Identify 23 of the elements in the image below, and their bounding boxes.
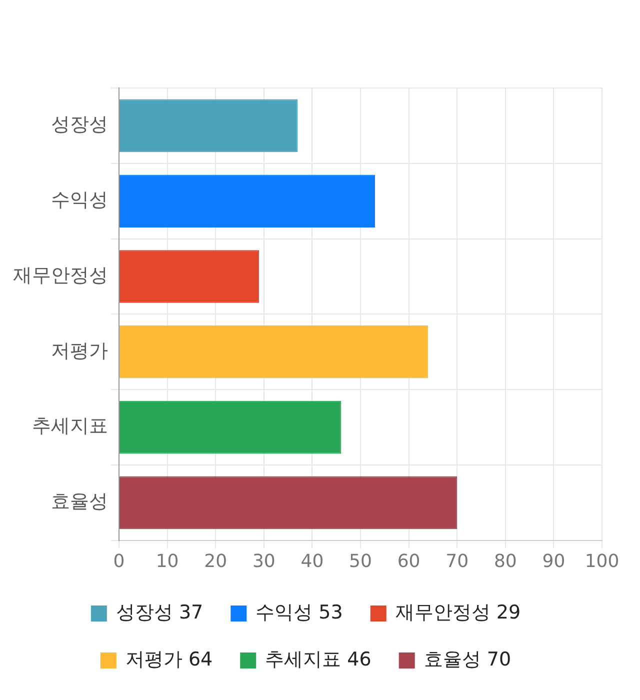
x-tick-label: 0 <box>113 550 125 572</box>
legend-label: 재무안정성 29 <box>395 601 521 624</box>
legend-label: 저평가 64 <box>125 648 213 670</box>
legend-label: 효율성 70 <box>424 648 512 670</box>
x-tick-label: 30 <box>252 550 276 572</box>
y-tick-label: 저평가 <box>51 340 108 362</box>
y-tick-label: 재무안정성 <box>13 264 108 286</box>
x-tick-label: 50 <box>349 550 372 572</box>
y-tick-label: 성장성 <box>51 114 108 136</box>
y-tick-label: 수익성 <box>51 189 108 212</box>
x-tick-label: 70 <box>446 550 469 572</box>
legend-label: 추세지표 46 <box>265 648 372 670</box>
y-tick-label: 효율성 <box>51 490 108 513</box>
x-tick-label: 100 <box>584 550 620 572</box>
legend-label: 수익성 53 <box>256 601 343 624</box>
x-tick-label: 10 <box>156 550 179 572</box>
x-tick-label: 90 <box>542 550 566 572</box>
x-tick-label: 40 <box>300 550 324 572</box>
legend-label: 성장성 37 <box>116 601 204 624</box>
x-tick-label: 20 <box>204 550 228 572</box>
y-tick-label: 추세지표 <box>32 415 108 438</box>
x-tick-label: 60 <box>397 550 420 572</box>
x-tick-label: 80 <box>494 550 517 572</box>
